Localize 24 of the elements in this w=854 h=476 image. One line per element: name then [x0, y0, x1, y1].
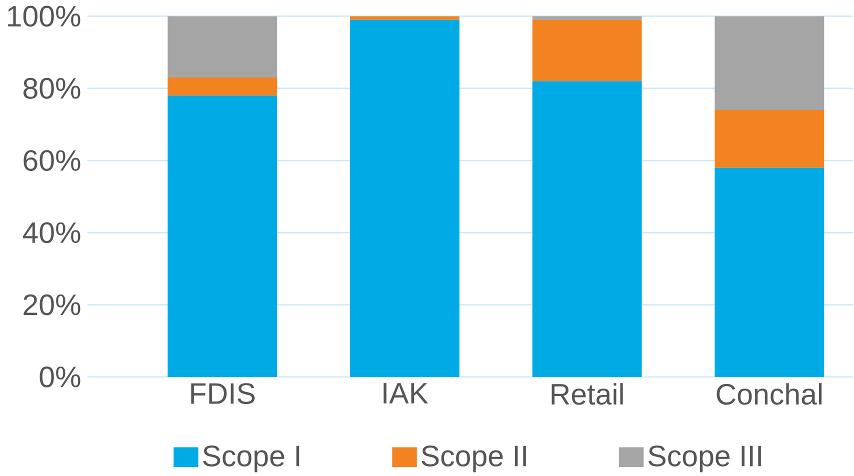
bar	[714, 16, 824, 110]
bar	[350, 20, 460, 378]
bar	[532, 16, 642, 20]
bar	[168, 16, 278, 78]
bar	[350, 16, 460, 20]
x-tick-label: Retail	[552, 383, 623, 405]
x-tick-label: FDIS	[191, 383, 255, 404]
y-tick-label: 100%	[8, 6, 80, 27]
x-tick-label: Conchal	[716, 383, 822, 405]
bar	[714, 110, 824, 168]
legend-label: Scope III	[648, 446, 761, 472]
y-tick-label: 80%	[23, 78, 80, 99]
y-tick-label: 60%	[24, 150, 80, 172]
bar	[168, 96, 278, 378]
bar	[532, 81, 642, 378]
legend-label: Scope I	[203, 446, 300, 472]
x-tick-label: IAK	[384, 383, 428, 404]
y-tick-label: 40%	[22, 222, 80, 244]
bar	[532, 20, 642, 82]
legend-label: Scope II	[422, 446, 526, 472]
bar	[168, 78, 278, 96]
y-tick-label: 0%	[40, 366, 80, 388]
bar	[714, 168, 824, 378]
y-tick-label: 20%	[24, 294, 80, 316]
